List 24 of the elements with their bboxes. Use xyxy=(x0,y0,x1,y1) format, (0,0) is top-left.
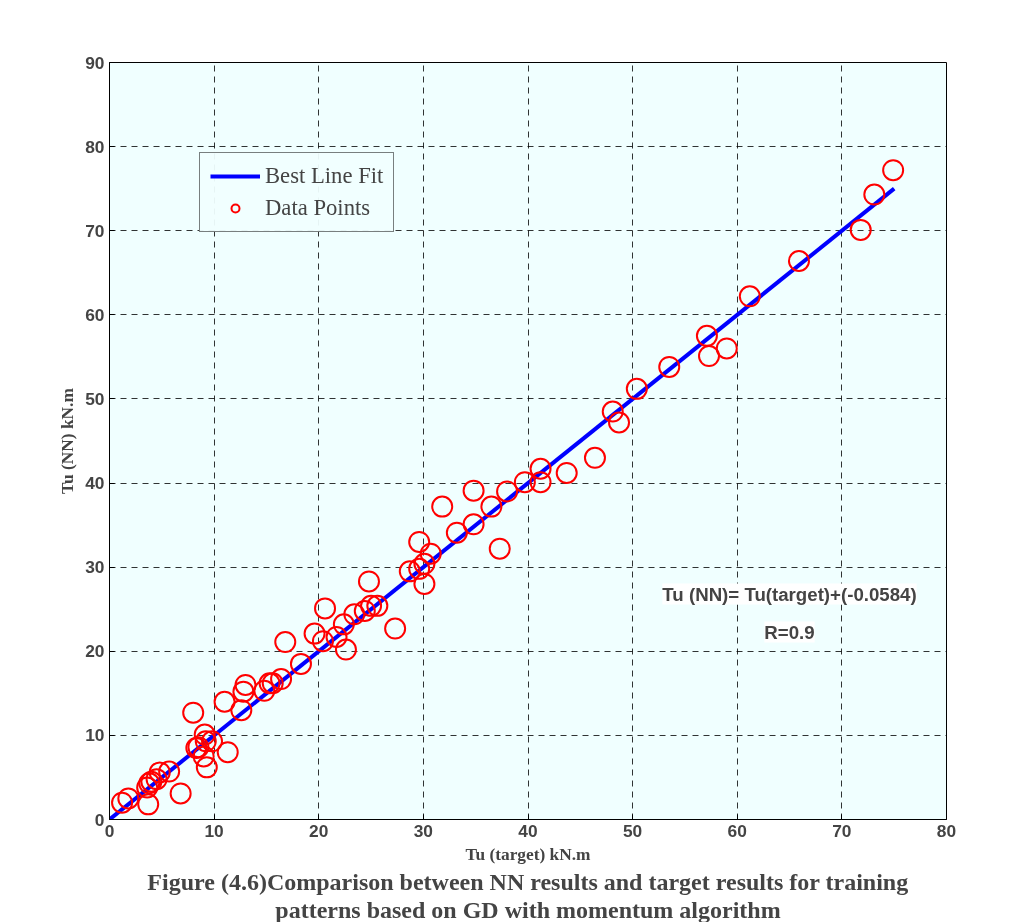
x-tick-label: 70 xyxy=(832,820,852,841)
y-tick-label: 50 xyxy=(85,388,105,409)
annotation: Tu (NN)= Tu(target)+(-0.0584) xyxy=(662,583,917,605)
y-tick-label: 20 xyxy=(85,641,105,662)
text: Figure (4.6)Comparison between NN results and target results for training patterns based on GD with momentum algorithm xyxy=(147,868,909,922)
x-tick-label: 60 xyxy=(727,820,747,841)
y-tick-label: 70 xyxy=(85,220,105,241)
y-tick-label: 40 xyxy=(85,473,105,494)
x-tick-label: 20 xyxy=(309,820,329,841)
y-tick-label: 90 xyxy=(85,52,105,73)
x-tick-label: 10 xyxy=(204,820,224,841)
x-tick-label: 50 xyxy=(622,820,643,841)
y-tick-label: 80 xyxy=(85,136,105,157)
y-axis-title: Tu (NN) kN.m xyxy=(58,387,78,494)
y-tick-label: 30 xyxy=(85,557,105,578)
legend-label: Data Points xyxy=(265,195,371,221)
x-tick-label: 30 xyxy=(413,820,434,841)
y-tick-label: 60 xyxy=(85,304,105,325)
y-tick-label: 10 xyxy=(85,725,105,746)
x-tick-label: 40 xyxy=(518,820,538,841)
legend-label: Best Line Fit xyxy=(265,163,384,189)
annotation: R=0.9 xyxy=(764,621,815,643)
x-axis-title: Tu (target) kN.m xyxy=(465,844,592,864)
x-tick-label: 80 xyxy=(936,820,957,841)
